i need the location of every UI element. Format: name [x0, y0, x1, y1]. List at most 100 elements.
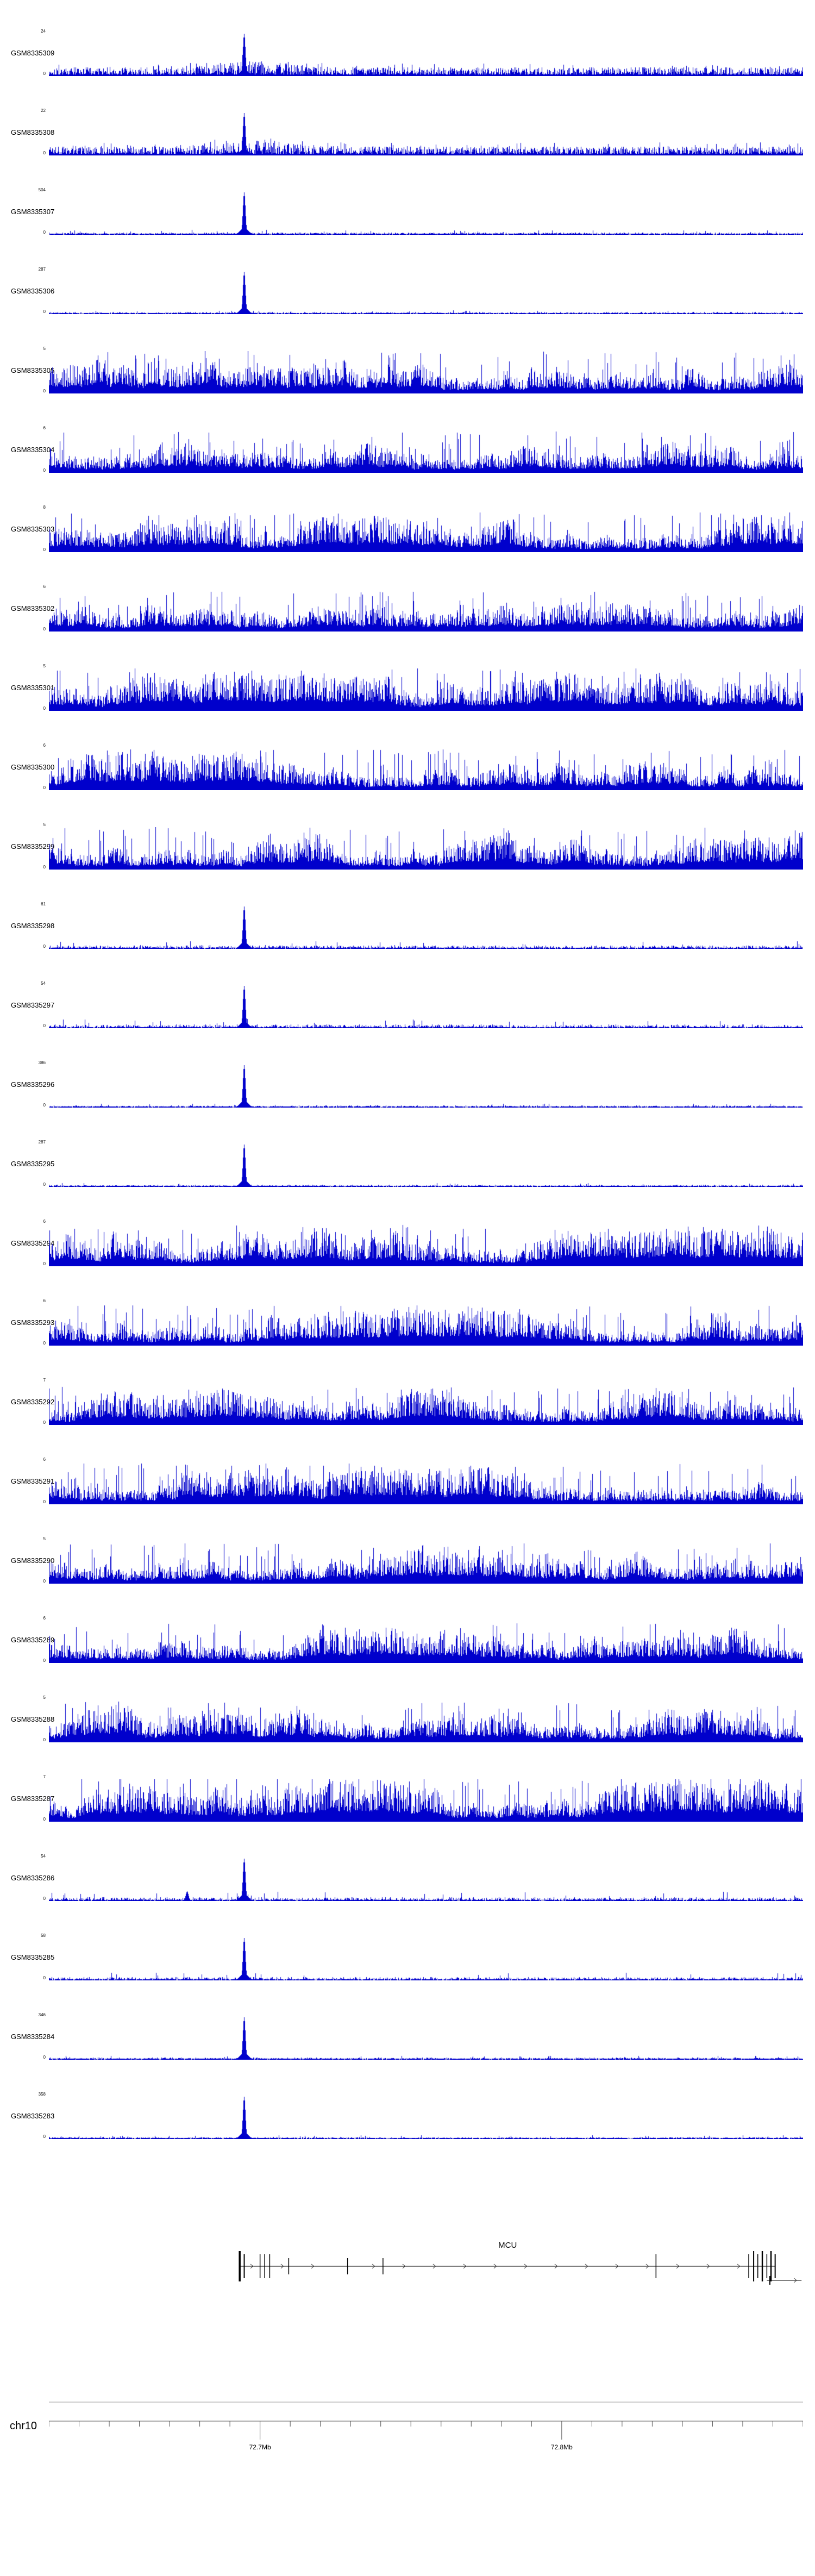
exon-mark: [243, 2254, 245, 2278]
track-label: GSM8335294: [11, 1239, 55, 1247]
track-signal-canvas: [49, 1859, 803, 1901]
track-zero-label: 0: [43, 1658, 46, 1663]
exon-mark: [269, 2254, 271, 2278]
track-signal-canvas: [49, 1938, 803, 1980]
exon-mark: [239, 2251, 241, 2281]
track-row: GSM8335303 8 0: [0, 503, 815, 583]
track-zero-label: 0: [43, 309, 46, 314]
ruler-tick-label: 72.7Mb: [249, 2443, 271, 2451]
track-ymax-label: 5: [43, 346, 46, 351]
track-ymax-label: 22: [41, 108, 46, 113]
track-label: GSM8335302: [11, 604, 55, 612]
track-ymax-label: 7: [43, 1774, 46, 1779]
track-label: GSM8335295: [11, 1160, 55, 1168]
track-zero-label: 0: [43, 627, 46, 632]
track-zero-label: 0: [43, 785, 46, 790]
exon-mark: [655, 2254, 657, 2278]
track-label: GSM8335296: [11, 1080, 55, 1089]
exon-mark: [770, 2251, 772, 2281]
track-ymax-label: 287: [38, 1140, 46, 1145]
ruler-tick-label: 72.8Mb: [551, 2443, 573, 2451]
track-row: GSM8335290 5 0: [0, 1535, 815, 1614]
track-signal-canvas: [49, 1303, 803, 1346]
track-label: GSM8335304: [11, 446, 55, 454]
coverage-tracks: GSM8335309 24 0 GSM8335308 22 0 GSM83353…: [0, 27, 815, 2169]
track-label: GSM8335284: [11, 2033, 55, 2041]
track-label: GSM8335283: [11, 2112, 55, 2120]
track-signal-canvas: [49, 1383, 803, 1425]
track-signal-canvas: [49, 1541, 803, 1584]
track-signal-canvas: [49, 1621, 803, 1663]
track-signal-canvas: [49, 748, 803, 790]
track-row: GSM8335295 287 0: [0, 1138, 815, 1217]
track-label: GSM8335301: [11, 684, 55, 692]
gene-annotation-panel: MCU: [0, 2224, 815, 2294]
exon-mark: [774, 2254, 776, 2278]
track-zero-label: 0: [43, 1023, 46, 1028]
track-row: GSM8335291 6 0: [0, 1455, 815, 1535]
strand-arrow-icon: [706, 2264, 710, 2269]
track-ymax-label: 24: [41, 29, 46, 34]
track-signal-canvas: [49, 34, 803, 76]
chromosome-label: chr10: [10, 2420, 37, 2432]
gene-name-label: MCU: [498, 2241, 517, 2250]
track-zero-label: 0: [43, 1896, 46, 1901]
track-row: GSM8335296 386 0: [0, 1059, 815, 1138]
track-ymax-label: 5: [43, 1536, 46, 1541]
track-ymax-label: 58: [41, 1933, 46, 1938]
track-label: GSM8335293: [11, 1318, 55, 1327]
track-row: GSM8335297 54 0: [0, 979, 815, 1059]
track-row: GSM8335306 287 0: [0, 265, 815, 345]
track-ymax-label: 6: [43, 1457, 46, 1462]
strand-arrow-icon: [645, 2264, 649, 2269]
track-zero-label: 0: [43, 1420, 46, 1425]
track-label: GSM8335286: [11, 1874, 55, 1882]
track-zero-label: 0: [43, 1737, 46, 1742]
track-label: GSM8335306: [11, 287, 55, 295]
strand-arrow-icon: [524, 2264, 528, 2269]
track-row: GSM8335300 6 0: [0, 741, 815, 821]
track-signal-canvas: [49, 113, 803, 155]
track-row: GSM8335286 54 0: [0, 1852, 815, 1931]
track-label: GSM8335288: [11, 1715, 55, 1723]
track-row: GSM8335299 5 0: [0, 821, 815, 900]
strand-arrow-icon: [493, 2264, 497, 2269]
track-row: GSM8335309 24 0: [0, 27, 815, 107]
track-row: GSM8335284 346 0: [0, 2011, 815, 2090]
track-signal-canvas: [49, 1779, 803, 1822]
track-ymax-label: 386: [38, 1060, 46, 1065]
strand-arrow-icon: [676, 2264, 680, 2269]
track-ymax-label: 6: [43, 1616, 46, 1621]
track-ymax-label: 6: [43, 743, 46, 748]
strand-arrow-icon: [585, 2264, 588, 2269]
track-zero-label: 0: [43, 151, 46, 155]
track-label: GSM8335298: [11, 922, 55, 930]
track-signal-canvas: [49, 668, 803, 711]
track-ymax-label: 5: [43, 822, 46, 827]
genomic-ruler-panel: chr10 72.7Mb 72.8Mb: [0, 2402, 815, 2548]
track-label: GSM8335303: [11, 525, 55, 533]
strand-arrow-icon: [463, 2264, 467, 2269]
strand-arrow-icon: [737, 2264, 741, 2269]
track-ymax-label: 5: [43, 1695, 46, 1700]
track-ymax-label: 504: [38, 187, 46, 192]
track-signal-canvas: [49, 2097, 803, 2139]
strand-arrow-icon: [250, 2264, 254, 2269]
track-zero-label: 0: [43, 1341, 46, 1346]
track-ymax-label: 287: [38, 267, 46, 272]
track-label: GSM8335308: [11, 128, 55, 136]
genome-browser-figure: GSM8335309 24 0 GSM8335308 22 0 GSM83353…: [0, 27, 815, 2548]
track-zero-label: 0: [43, 1579, 46, 1584]
track-signal-canvas: [49, 1145, 803, 1187]
track-label: GSM8335299: [11, 842, 55, 851]
track-zero-label: 0: [43, 865, 46, 870]
exon-mark: [761, 2251, 763, 2281]
track-signal-canvas: [49, 430, 803, 473]
track-ymax-label: 346: [38, 2012, 46, 2017]
track-signal-canvas: [49, 192, 803, 235]
track-ymax-label: 6: [43, 584, 46, 589]
track-signal-canvas: [49, 1700, 803, 1742]
exon-mark: [264, 2254, 265, 2278]
track-row: GSM8335289 6 0: [0, 1614, 815, 1693]
exon-mark: [766, 2254, 768, 2278]
